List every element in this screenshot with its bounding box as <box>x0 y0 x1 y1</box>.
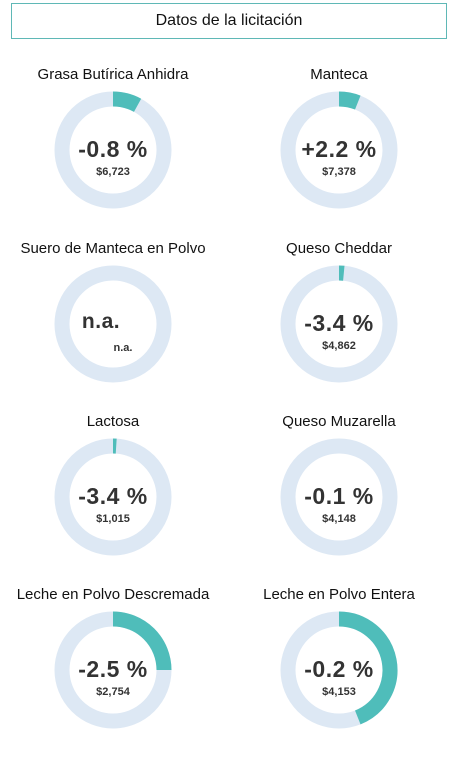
gauge-card: Manteca +2.2 %$7,378 <box>226 66 452 238</box>
gauge-card: Suero de Manteca en Polvo n.a.n.a. <box>0 240 226 412</box>
gauge-price-value: $4,153 <box>269 686 409 698</box>
gauge-price-value: $2,754 <box>43 686 183 698</box>
gauge-card: Queso Cheddar -3.4 %$4,862 <box>226 240 452 412</box>
gauge-card: Leche en Polvo Entera -0.2 %$4,153 <box>226 586 452 758</box>
gauge-price-value: $4,862 <box>269 340 409 352</box>
gauge-price-value: $1,015 <box>43 513 183 525</box>
gauge-change-value: -0.2 % <box>269 656 409 683</box>
gauge-change-value: -2.5 % <box>43 656 183 683</box>
gauge-card: Grasa Butírica Anhidra -0.8 %$6,723 <box>0 66 226 238</box>
gauge-change-value: -0.1 % <box>269 483 409 510</box>
gauge-change-value: +2.2 % <box>269 136 409 163</box>
gauge-card: Lactosa -3.4 %$1,015 <box>0 413 226 585</box>
gauge-card: Queso Muzarella -0.1 %$4,148 <box>226 413 452 585</box>
gauge-change-value: -3.4 % <box>43 483 183 510</box>
gauge-card: Leche en Polvo Descremada -2.5 %$2,754 <box>0 586 226 758</box>
gauge-price-value: $4,148 <box>269 513 409 525</box>
gauge-change-value: -0.8 % <box>43 136 183 163</box>
gauge-price-value: n.a. <box>53 342 193 354</box>
gauge-fill-arc <box>113 99 138 105</box>
gauge-price-value: $7,378 <box>269 166 409 178</box>
gauge-fill-arc <box>339 99 358 103</box>
gauge-price-value: $6,723 <box>43 166 183 178</box>
gauge-change-value: n.a. <box>31 310 171 334</box>
gauge-change-value: -3.4 % <box>269 310 409 337</box>
